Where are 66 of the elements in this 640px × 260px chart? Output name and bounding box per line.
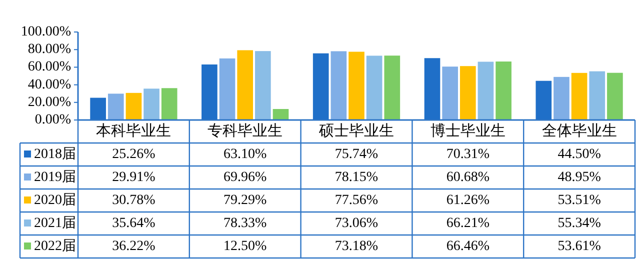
bar xyxy=(161,88,178,120)
bar xyxy=(312,53,329,120)
legend-label: 2018届 xyxy=(34,147,76,162)
data-label: 78.33% xyxy=(224,216,268,231)
data-label: 44.50% xyxy=(558,147,602,162)
data-label: 79.29% xyxy=(224,193,268,208)
bar xyxy=(237,50,254,120)
data-label: 66.21% xyxy=(446,216,490,231)
bar xyxy=(202,64,218,120)
bar xyxy=(330,51,347,120)
bar xyxy=(126,92,142,120)
data-label: 53.61% xyxy=(558,239,602,254)
data-label: 73.06% xyxy=(334,216,378,231)
data-label: 77.56% xyxy=(334,193,378,208)
bar xyxy=(496,62,512,120)
legend-label: 2022届 xyxy=(34,239,76,254)
x-tick-label: 全体毕业生 xyxy=(542,122,617,140)
data-label: 35.64% xyxy=(112,216,156,231)
bar xyxy=(348,52,364,120)
data-label: 66.46% xyxy=(446,239,490,254)
bar xyxy=(366,56,382,120)
bar xyxy=(589,71,606,120)
bar xyxy=(442,66,458,120)
bar xyxy=(219,58,236,120)
bar xyxy=(272,109,289,120)
y-tick-label: 20.00% xyxy=(28,94,72,110)
data-label: 53.51% xyxy=(558,193,602,208)
x-tick-label: 本科毕业生 xyxy=(96,122,172,140)
bar xyxy=(607,72,623,120)
data-label: 12.50% xyxy=(224,239,268,254)
x-tick-label: 专科毕业生 xyxy=(208,122,283,140)
data-label: 60.68% xyxy=(446,170,490,185)
bar xyxy=(90,98,106,120)
bar xyxy=(460,66,476,120)
data-label: 78.15% xyxy=(334,170,378,185)
bar xyxy=(108,94,124,120)
x-tick-label: 硕士毕业生 xyxy=(318,122,394,140)
data-label: 48.95% xyxy=(558,170,602,185)
data-label: 30.78% xyxy=(112,193,156,208)
y-tick-label: 100.00% xyxy=(20,24,72,40)
data-label: 36.22% xyxy=(112,239,156,254)
x-tick-label: 博士毕业生 xyxy=(430,122,506,140)
data-label: 75.74% xyxy=(334,147,378,162)
data-label: 73.18% xyxy=(334,239,378,254)
y-tick-label: 60.00% xyxy=(28,60,72,75)
legend-label: 2019届 xyxy=(34,170,76,185)
data-label: 69.96% xyxy=(224,170,268,185)
data-label: 63.10% xyxy=(224,147,268,162)
bar xyxy=(384,56,400,120)
bar xyxy=(424,58,440,120)
bar xyxy=(554,76,570,120)
data-label: 29.91% xyxy=(112,170,156,185)
data-label: 70.31% xyxy=(446,147,490,162)
bar xyxy=(478,62,494,120)
y-tick-label: 0.00% xyxy=(34,112,72,128)
bar xyxy=(144,88,160,120)
y-tick-label: 40.00% xyxy=(28,77,72,92)
bar xyxy=(536,80,552,120)
data-label: 55.34% xyxy=(558,216,602,231)
y-tick-label: 80.00% xyxy=(28,42,72,58)
bar xyxy=(571,72,588,120)
legend-label: 2021届 xyxy=(34,216,76,231)
legend-label: 2020届 xyxy=(34,193,76,208)
data-label: 61.26% xyxy=(446,193,490,208)
bar xyxy=(255,51,271,120)
data-label: 25.26% xyxy=(112,147,156,162)
